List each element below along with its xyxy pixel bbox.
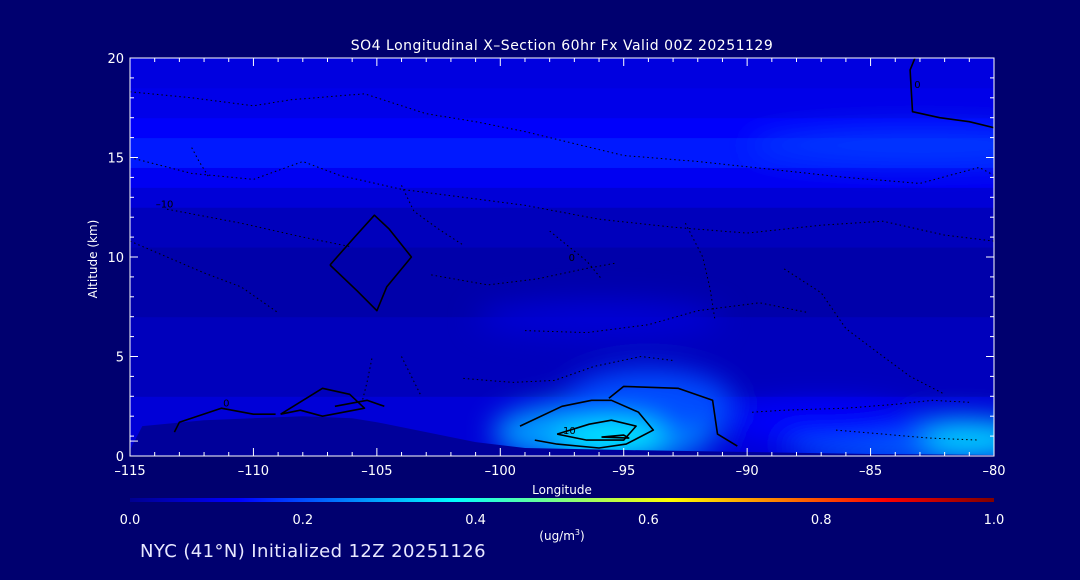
dashed-contour-line [524,302,809,334]
colorbar: 0.0 0.2 0.4 0.6 0.8 1.0 (ug/m3) [120,498,1005,543]
dashed-contour-line [463,355,674,383]
solid-contour-line [601,434,630,439]
x-tick-label: –100 [485,464,516,479]
altitude-band [130,207,994,248]
colorbar-unit-close: ) [580,529,585,543]
colorbar-tick-label: 0.0 [120,513,141,528]
contour-label: –10 [156,199,174,210]
colorbar-tick-label: 0.4 [465,513,486,528]
x-tick-label: –85 [859,464,882,479]
chart-title: SO4 Longitudinal X–Section 60hr Fx Valid… [351,38,774,54]
altitude-band [130,58,994,89]
solid-contour-line [280,387,366,417]
y-tick-label: 15 [107,152,124,167]
solid-contour-line [909,58,994,129]
colorbar-unit-text: (ug/m [539,529,575,543]
solid-contour-line [173,407,276,433]
concentration-bands [130,58,994,456]
solid-contour-line [608,385,738,447]
terrain-mask [130,416,994,456]
y-axis-label: Altitude (km) [86,220,100,299]
altitude-band [130,117,994,139]
altitude-band [130,87,994,119]
colorbar-unit: (ug/m3) [539,528,584,543]
x-tick-label: –80 [982,464,1005,479]
x-axis: –115 –110 –105 –100 –95 –90 –85 –80 [114,58,1006,479]
x-tick-label: –105 [361,464,392,479]
x-tick-label: –95 [612,464,635,479]
x-axis-label: Longitude [532,483,592,497]
dashed-contour-line [191,147,210,178]
solid-contour-line [334,399,385,408]
concentration-hotspot [924,422,994,456]
dashed-contour-line [130,157,994,242]
footer-init-text: NYC (41°N) Initialized 12Z 20251126 [140,541,486,562]
x-tick-label: –115 [114,464,145,479]
contour-label: 0 [914,80,920,91]
x-tick-label: –90 [736,464,759,479]
altitude-band [130,167,994,188]
contour-label: 10 [563,426,576,437]
y-tick-label: 20 [107,52,124,67]
y-tick-label: 5 [116,351,124,366]
concentration-hotspot [475,300,723,337]
colorbar-tick-label: 1.0 [984,513,1005,528]
concentration-hotspot [722,402,920,443]
y-tick-label: 10 [107,251,124,266]
altitude-band [130,187,994,208]
contour-labels: –10 10 –10 0 0 0 [156,80,1018,437]
contour-label: 0 [223,398,229,409]
solid-contours [173,58,994,449]
colorbar-tick-label: 0.2 [292,513,313,528]
dashed-contours [130,91,994,441]
dashed-contour-line [130,240,279,314]
solid-contour-line [519,399,655,449]
colorbar-ticks: 0.0 0.2 0.4 0.6 0.8 1.0 [120,513,1005,528]
contour-label: –10 [1000,394,1018,405]
concentration-hotspot [747,127,994,164]
concentration-hotspots [475,127,994,456]
dashed-contour-line [684,222,716,321]
solid-contour-line [329,214,413,312]
colorbar-gradient [130,498,994,502]
solid-contour-line [556,419,637,441]
dashed-contour-line [549,230,602,280]
terrain-shape [130,416,994,456]
plot-area: –10 10 –10 0 0 0 [130,58,1018,456]
dashed-contour-line [401,356,422,397]
colorbar-tick-label: 0.6 [638,513,659,528]
dashed-contour-line [401,185,464,246]
dashed-contour-line [835,429,980,441]
y-tick-label: 0 [116,450,124,465]
colorbar-tick-label: 0.8 [811,513,832,528]
y-axis: 0 5 10 15 20 [107,52,994,465]
dashed-contour-line [783,268,945,395]
colorbar-unit-sup: 3 [575,528,580,537]
contour-label: 0 [569,253,575,264]
x-tick-label: –110 [238,464,269,479]
